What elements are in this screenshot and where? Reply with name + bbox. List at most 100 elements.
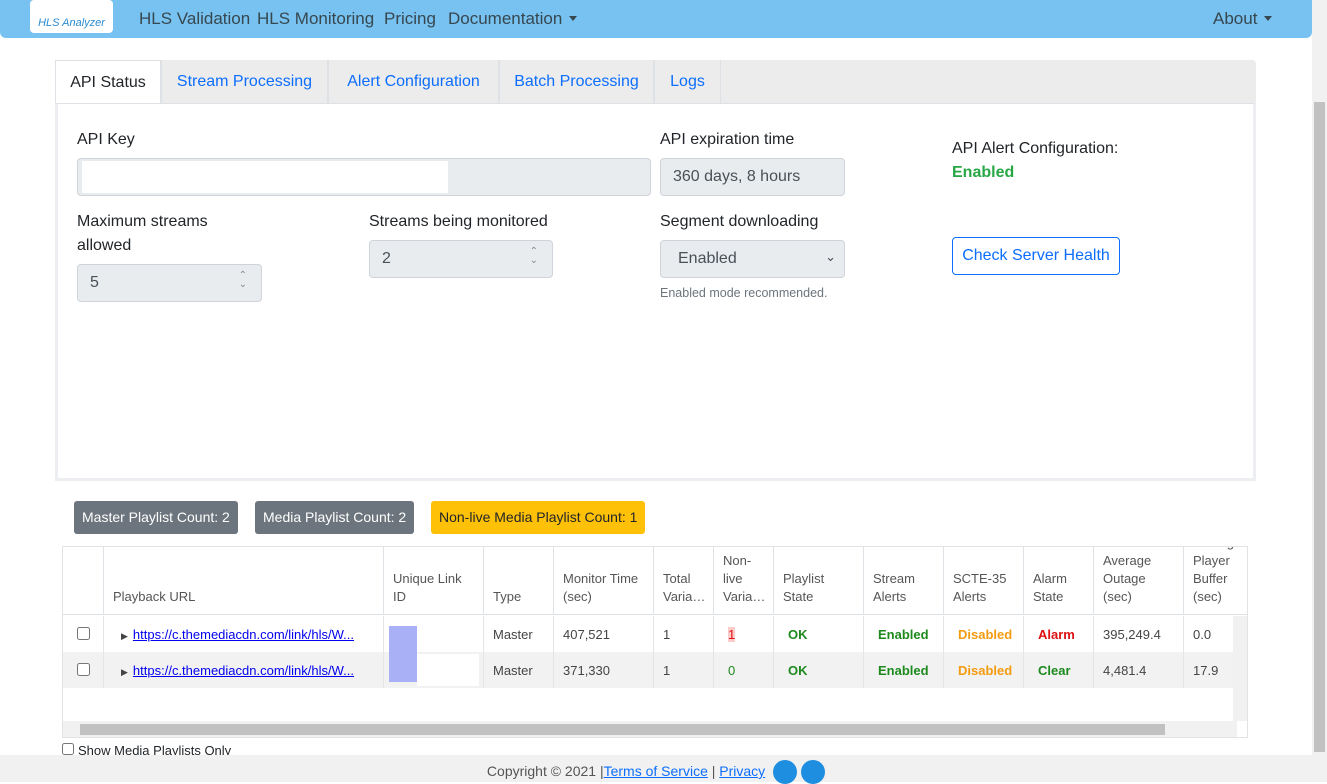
table-cell: Clear <box>1024 652 1094 688</box>
cell-text: Master <box>493 627 533 642</box>
nav-link[interactable]: HLS Monitoring <box>257 9 375 28</box>
select[interactable]: Enabled ⌄ <box>660 240 845 278</box>
table-cell: OK <box>774 652 864 688</box>
redaction <box>82 161 448 193</box>
expand-arrow[interactable]: ▶ <box>121 667 128 677</box>
table: Playback URL Unique Link ID Type Monitor Ti… <box>62 546 1248 738</box>
button[interactable]: Check Server Health <box>952 237 1120 275</box>
nav-link[interactable]: Pricing <box>384 9 436 28</box>
help-text: Enabled mode recommended. <box>660 286 828 300</box>
nav-link: Documentation <box>448 9 563 28</box>
cell-text: 395,249.4 <box>1103 627 1161 642</box>
badge: Non-live Media Playlist Count: 1 <box>431 501 646 534</box>
cell-text: OK <box>788 627 808 642</box>
panel <box>55 103 1256 481</box>
playback-url-link[interactable]: https://c.themediacdn.com/link/hls/W... <box>132 663 355 678</box>
table-cell: Master <box>484 652 554 688</box>
link[interactable]: Terms of Service <box>603 763 708 779</box>
badge: Master Playlist Count: 2 <box>74 501 238 534</box>
nav-link[interactable]: HLS Validation <box>139 9 251 28</box>
tab[interactable]: Logs <box>654 60 721 103</box>
scrollbar-thumb[interactable] <box>1314 102 1325 752</box>
checkbox[interactable] <box>77 627 90 640</box>
table-cell: Disabled <box>944 616 1024 652</box>
table-cell: 4,481.4 <box>1094 652 1184 688</box>
email-icon[interactable] <box>801 760 826 784</box>
table-cell: ▶ https://c.themediacdn.com/link/hls/W... <box>104 616 384 652</box>
table-cell: ▶ https://c.themediacdn.com/link/hls/W... <box>104 652 384 688</box>
badge: Media Playlist Count: 2 <box>255 501 415 534</box>
label: Show Media Playlists Only <box>78 743 232 755</box>
cell-text: Disabled <box>958 627 1013 642</box>
h-scrollbar-thumb[interactable] <box>80 724 1165 735</box>
expand-arrow[interactable]: ▶ <box>121 631 128 641</box>
cell-text: Enabled <box>878 627 929 642</box>
cell-text: 407,521 <box>563 627 610 642</box>
cell-text: Clear <box>1038 663 1071 678</box>
nav-link: About <box>1213 9 1258 28</box>
label: API Alert Configuration: <box>952 140 1119 157</box>
header-cell: Average Outage (sec) <box>1094 547 1184 615</box>
logo[interactable]: HLS Analyzer <box>30 0 113 33</box>
table-cell: 1 <box>654 652 714 688</box>
checkbox-label[interactable]: Show Media Playlists Only <box>62 743 231 755</box>
checkbox[interactable] <box>77 663 90 676</box>
link-id-cell <box>384 652 484 688</box>
api-key-input[interactable] <box>77 158 651 196</box>
number-input[interactable]: 2 <box>369 240 553 278</box>
table-cell: 395,249.4 <box>1094 616 1184 652</box>
expiration-input[interactable]: 360 days, 8 hours <box>660 158 845 196</box>
navbar: HLS Analyzer HLS Validation HLS Monitori… <box>0 0 1312 38</box>
label: Segment downloading <box>660 213 819 230</box>
tab[interactable]: Batch Processing <box>499 60 654 103</box>
header-cell: SCTE-35 Alerts <box>944 547 1024 615</box>
number-input[interactable]: 5 <box>77 264 262 302</box>
table-cell: Enabled <box>864 616 944 652</box>
tab[interactable]: Stream Processing <box>161 60 328 103</box>
twitter-icon[interactable] <box>773 760 798 784</box>
footer: Copyright © 2021 |Terms of Service | Pri… <box>0 755 1312 784</box>
cell-text: 1 <box>663 663 671 678</box>
cell-text: OK <box>788 663 808 678</box>
table-cell: 407,521 <box>554 616 654 652</box>
chevron: ⌄ <box>825 249 836 264</box>
cell-text: Disabled <box>958 663 1013 678</box>
tab[interactable]: API Status <box>55 60 161 103</box>
v-scrollbar[interactable] <box>1233 616 1247 721</box>
row-checkbox-cell <box>63 616 104 652</box>
table-cell: Disabled <box>944 652 1024 688</box>
playback-url-link[interactable]: https://c.themediacdn.com/link/hls/W... <box>132 627 355 642</box>
checkbox[interactable] <box>62 743 74 755</box>
tab[interactable]: Alert Configuration <box>328 60 499 103</box>
header-cell: Playlist State <box>774 547 864 615</box>
cell-text: Enabled <box>878 663 929 678</box>
label: Streams being monitored <box>369 213 548 230</box>
tab-bar <box>55 60 1256 103</box>
header-cell: Non-live Varia… <box>714 547 774 615</box>
label: API expiration time <box>660 131 795 148</box>
table-cell: Master <box>484 616 554 652</box>
header-cell: Type <box>484 547 554 615</box>
table-cell: 1 <box>714 616 774 652</box>
link[interactable]: Privacy <box>719 763 766 779</box>
redaction <box>389 652 417 682</box>
status: Enabled <box>952 164 1015 181</box>
nav-dropdown[interactable]: About <box>1213 9 1272 29</box>
header-cell <box>63 547 104 615</box>
header-cell: Total Varia… <box>654 547 714 615</box>
cell-text: 1 <box>728 627 736 642</box>
header-cell: Monitor Time (sec) <box>554 547 654 615</box>
cell-text: 17.9 <box>1193 663 1219 678</box>
cell-text: 0 <box>728 663 736 678</box>
header-cell: Average Player Buffer (sec) <box>1184 547 1247 615</box>
header-cell: Unique Link ID <box>384 547 484 615</box>
redaction <box>417 654 479 686</box>
cell-text: 1 <box>663 627 671 642</box>
table-cell: OK <box>774 616 864 652</box>
link-id-cell <box>384 616 484 652</box>
cell-text: 4,481.4 <box>1103 663 1147 678</box>
nav-dropdown[interactable]: Documentation <box>448 9 577 29</box>
cell-text: Alarm <box>1038 627 1075 642</box>
header-cell: Alarm State <box>1024 547 1094 615</box>
